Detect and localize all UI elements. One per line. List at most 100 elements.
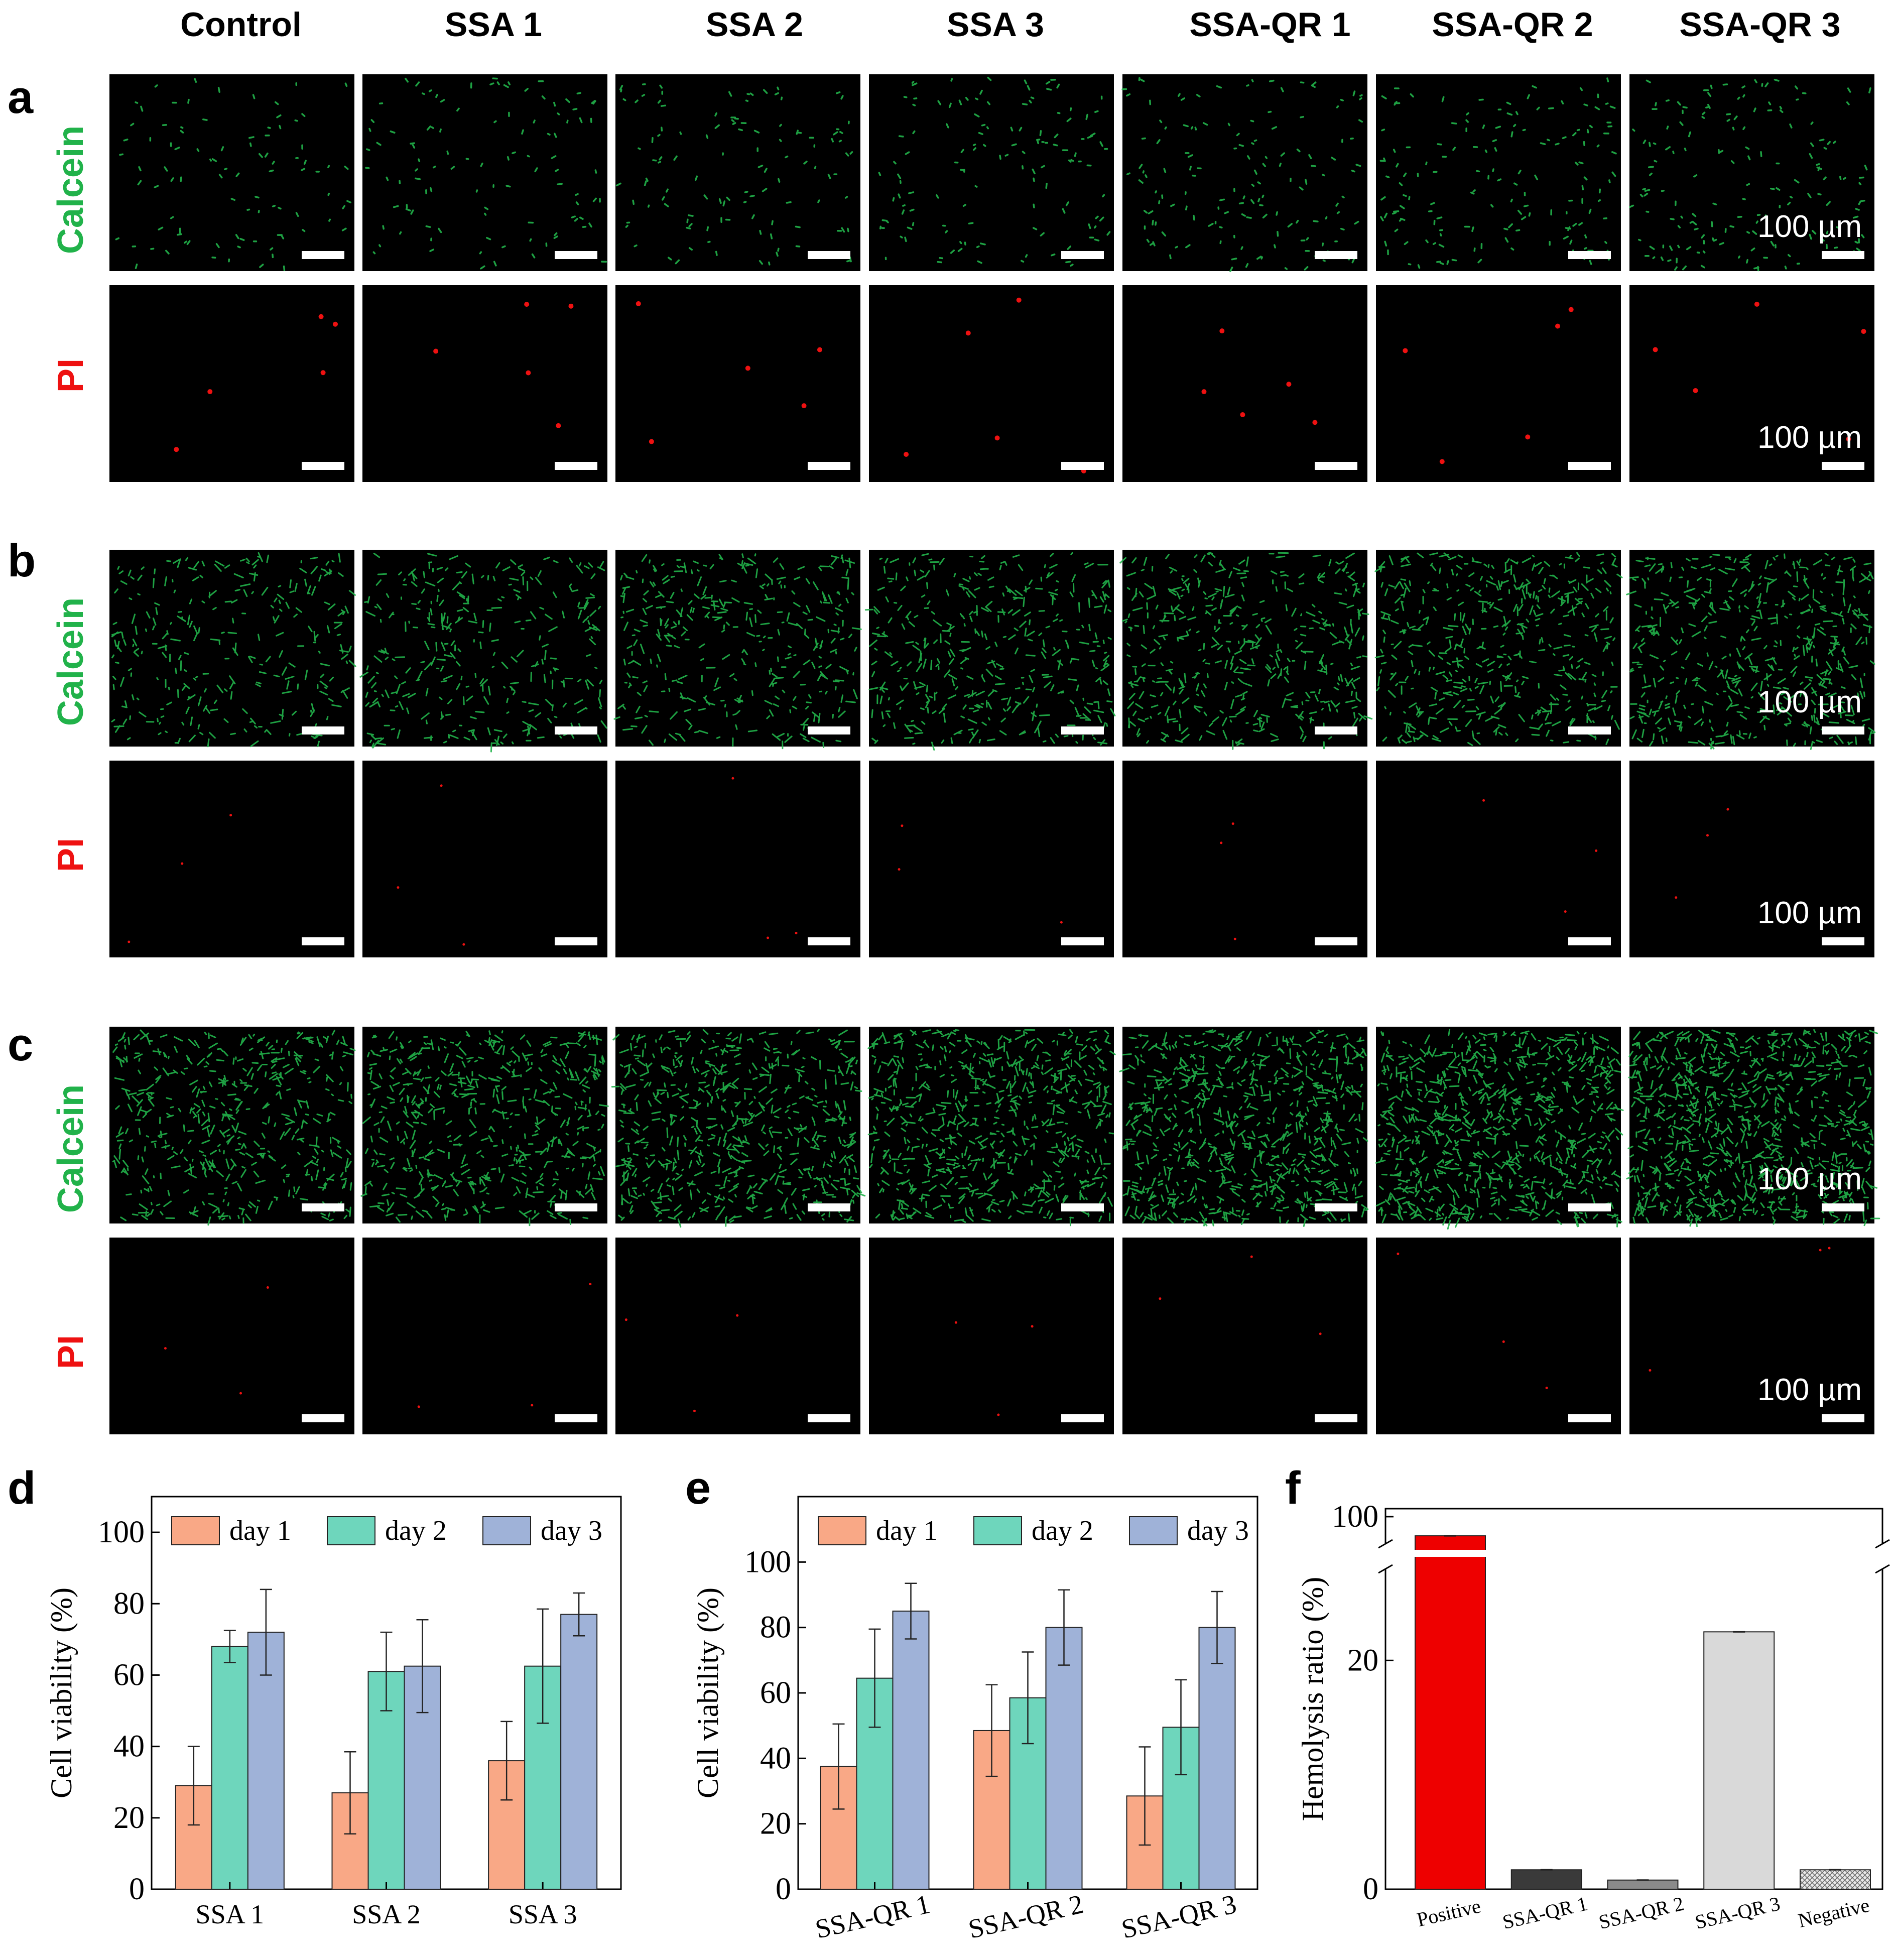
- error-bar: [905, 1582, 917, 1640]
- scale-bar-label: 100 µm: [1757, 209, 1862, 244]
- legend-label: day 3: [541, 1515, 602, 1546]
- calcein-cells: [359, 552, 607, 753]
- error-bar: [223, 1630, 236, 1663]
- micrograph-b-pi-ssaqr3: 100 µm: [1629, 761, 1874, 957]
- pi-cell: [1403, 348, 1408, 353]
- scale-bar: [1061, 1203, 1104, 1211]
- scale-bar-label: 100 µm: [1757, 420, 1862, 455]
- scale-bar: [302, 462, 344, 470]
- micrograph-background: [869, 74, 1114, 271]
- y-tick-label: 20: [113, 1801, 145, 1835]
- pi-cell: [795, 931, 798, 934]
- column-header-ssa2: SSA 2: [706, 6, 803, 44]
- error-bar: [868, 1628, 881, 1728]
- micrograph-a-pi-ssaqr3: 100 µm: [1629, 285, 1874, 482]
- micrograph-background: [1376, 1238, 1621, 1434]
- pi-cell: [1555, 323, 1560, 329]
- pi-cell: [801, 403, 807, 409]
- scale-bar: [1822, 1414, 1864, 1422]
- calcein-cells: [1626, 552, 1876, 750]
- y-axis-label: Cell viability (%): [691, 1587, 724, 1798]
- error-bar: [260, 1588, 272, 1676]
- error-bar: [1139, 1746, 1151, 1846]
- axis-break-gap: [1375, 1550, 1892, 1557]
- error-bar: [985, 1684, 998, 1777]
- column-header-ssaqr2: SSA-QR 2: [1432, 6, 1593, 44]
- scale-bar: [1061, 251, 1104, 259]
- micrograph-background: [615, 1027, 860, 1223]
- pi-cell: [1240, 412, 1245, 418]
- micrograph-background: [1629, 285, 1874, 482]
- pi-cell: [568, 303, 574, 309]
- pi-cell: [1231, 822, 1234, 825]
- bar-day3-2: [1198, 1627, 1236, 1890]
- micrograph-background: [362, 1027, 607, 1223]
- micrograph-a-calcein-ssaqr3: 100 µm: [1629, 74, 1874, 272]
- chart-hemolysis: 0 20 100 Hemolysis ratio (%) Positive SSA-QR …: [1296, 1500, 1892, 1933]
- micrograph-b-pi-ssa2: [615, 761, 860, 957]
- panel-letter-d: d: [8, 1462, 36, 1514]
- y-tick-label: 60: [760, 1676, 791, 1710]
- pi-cell: [433, 348, 439, 354]
- pi-cell: [1220, 841, 1223, 844]
- y-tick-label: 40: [113, 1730, 145, 1764]
- micrograph-background: [869, 1238, 1114, 1434]
- micrograph-a-pi-ssa2: [615, 285, 860, 482]
- pi-cell: [1502, 1340, 1505, 1343]
- micrograph-b-calcein-ssaqr2: [1374, 550, 1623, 747]
- y-tick-label: 0: [129, 1872, 145, 1906]
- x-tick-label: SSA-QR 3: [1693, 1892, 1782, 1934]
- micrograph-b-calcein-control: [109, 550, 356, 748]
- chart-cell-viability-ssa: 0 20 40 60 80 100 Cell viability (%) SSA 1 SSA 2…: [45, 1496, 622, 1929]
- y-tick-label: 100: [1332, 1500, 1378, 1534]
- chart-cell-viability-ssaqr: 0 20 40 60 80 100 Cell viability (%) SSA-QR 1 SS…: [691, 1496, 1258, 1944]
- micrograph-b-calcein-ssaqr1: [1119, 550, 1373, 750]
- scale-bar: [1315, 462, 1357, 470]
- micrograph-background: [869, 285, 1114, 482]
- scale-bar: [1568, 1203, 1611, 1211]
- legend-label: day 3: [1187, 1515, 1249, 1546]
- scale-bar: [1061, 726, 1104, 734]
- scale-bar: [1568, 251, 1611, 259]
- legend-swatch: [171, 1516, 220, 1545]
- scale-bar: [302, 1203, 344, 1211]
- micrograph-background: [1376, 285, 1621, 482]
- calcein-cells: [111, 552, 356, 748]
- y-tick-label: 0: [1363, 1872, 1378, 1906]
- bar-positive: [1415, 1535, 1486, 1890]
- pi-cell: [1482, 799, 1485, 802]
- pi-cell: [954, 1321, 957, 1324]
- scale-bar: [1061, 937, 1104, 945]
- error-bar: [500, 1721, 513, 1801]
- micrograph-background: [615, 761, 860, 957]
- x-tick-label: SSA-QR 2: [965, 1889, 1086, 1944]
- y-tick-label: 100: [744, 1545, 791, 1579]
- panel-letter-c: c: [8, 1019, 33, 1070]
- calcein-cells: [1374, 552, 1623, 746]
- micrograph-b-pi-control: [109, 761, 354, 957]
- micrograph-background: [109, 74, 354, 271]
- micrograph-background: [869, 550, 1114, 747]
- pi-cell: [1397, 1252, 1400, 1255]
- scale-bar: [1315, 1203, 1357, 1211]
- scale-bar: [1315, 726, 1357, 734]
- legend-swatch: [482, 1516, 531, 1545]
- panel-letter-a: a: [8, 72, 34, 123]
- column-header-ssaqr1: SSA-QR 1: [1189, 6, 1350, 44]
- x-tick-label: Negative: [1796, 1894, 1872, 1932]
- pi-cell: [556, 423, 561, 428]
- row-labels: Calcein PI Calcein PI Calcein PI: [51, 126, 91, 1369]
- scale-bar: [1822, 726, 1864, 734]
- pi-cell: [397, 886, 400, 889]
- y-tick-label: 40: [760, 1741, 791, 1775]
- micrograph-a-calcein-ssaqr2: [1376, 74, 1621, 271]
- y-axis-label: Hemolysis ratio (%): [1296, 1577, 1329, 1821]
- panel-letter-e: e: [685, 1462, 711, 1514]
- scale-bar: [808, 251, 850, 259]
- axis-break-mark: [1875, 1539, 1890, 1549]
- calcein-cells: [613, 553, 862, 750]
- x-tick-label: SSA-QR 3: [1118, 1889, 1239, 1944]
- error-bar: [1022, 1651, 1034, 1745]
- row-label-c-calcein: Calcein: [51, 1084, 91, 1213]
